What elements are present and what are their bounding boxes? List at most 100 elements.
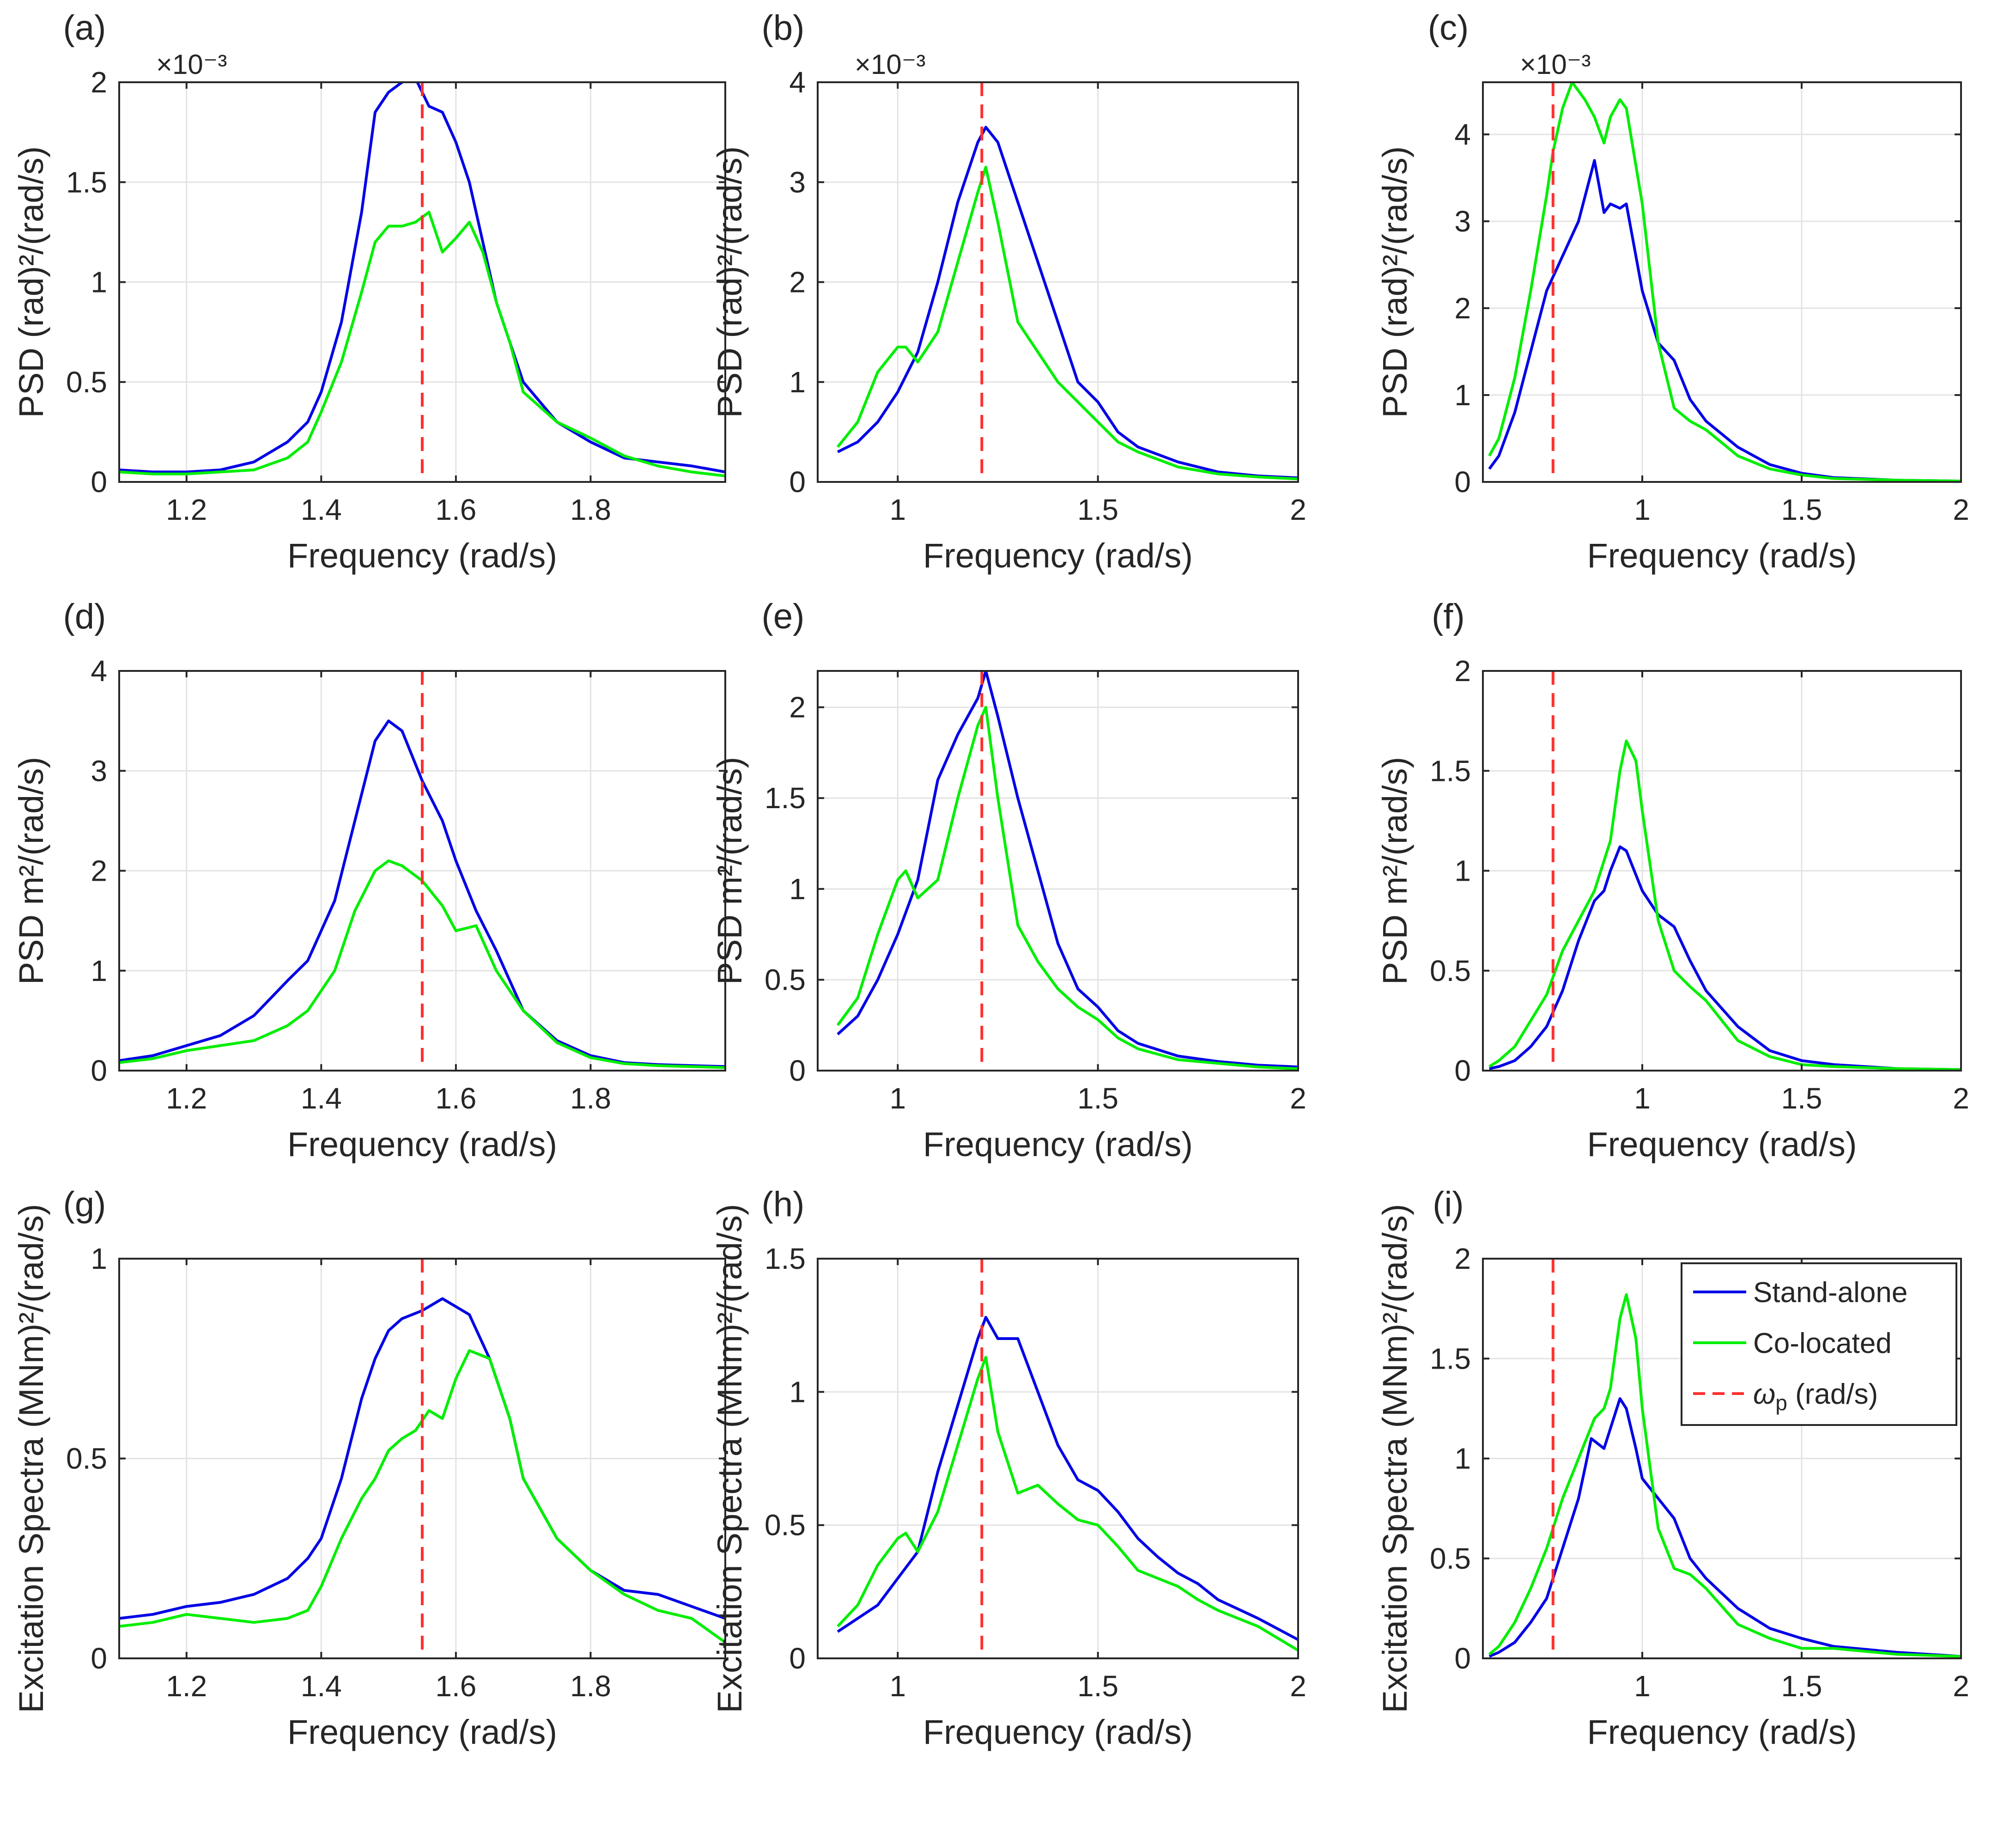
y-axis-label: Excitation Spectra (MNm)²/(rad/s) <box>12 1204 50 1713</box>
x-tick-label: 2 <box>1953 1669 1969 1703</box>
x-tick-label: 1 <box>890 493 906 526</box>
y-axis-label: PSD (rad)²/(rad/s) <box>12 146 50 418</box>
y-tick-label: 2 <box>1454 292 1471 325</box>
panel-label: (e) <box>762 597 805 636</box>
legend: Stand-alone Co-located ωp (rad/s) <box>1681 1262 1957 1426</box>
panel-label: (g) <box>63 1185 106 1224</box>
y-axis-label: PSD m²/(rad/s) <box>710 757 749 985</box>
series-line-stand-alone <box>837 1316 1298 1641</box>
series-line-stand-alone <box>119 719 725 1068</box>
series-line-co-located <box>837 1356 1298 1652</box>
y-tick-label: 4 <box>1454 118 1471 151</box>
plot-area <box>818 1259 1298 1658</box>
y-tick-label: 4 <box>789 66 806 99</box>
x-tick-label: 1 <box>1634 1669 1651 1703</box>
x-axis-label: Frequency (rad/s) <box>287 1125 557 1163</box>
legend-label: Stand-alone <box>1753 1277 1907 1309</box>
y-tick-label: 0 <box>1454 1054 1471 1087</box>
panel-label: (d) <box>63 597 106 636</box>
x-tick-label: 2 <box>1953 493 1969 526</box>
panel-d: 1.2 1.4 1.6 1.8 0 1 2 3 4 Frequency (rad/s) PSD m²… <box>12 597 726 1163</box>
y-tick-label: 3 <box>91 754 107 787</box>
panel-g: 1.2 1.4 1.6 1.8 0 0.5 1 Frequency (rad/s) Excita… <box>12 1185 726 1751</box>
x-tick-label: 1.4 <box>301 493 342 526</box>
x-tick-label: 1 <box>1634 493 1651 526</box>
y-tick-label: 1 <box>789 872 806 906</box>
series-line-stand-alone <box>837 671 1298 1069</box>
y-tick-label: 2 <box>91 66 107 99</box>
x-tick-label: 1.4 <box>301 1082 342 1115</box>
y-axis-label: PSD (rad)²/(rad/s) <box>1376 146 1414 418</box>
plot-area <box>1483 82 1961 482</box>
x-tick-label: 1 <box>890 1082 906 1115</box>
x-tick-label: 1.5 <box>1077 493 1118 526</box>
x-tick-label: 1.5 <box>1077 1669 1118 1703</box>
panel-e: 1 1.5 2 0 0.5 1 1.5 2 Frequency (rad/s) PSD m²/(r… <box>710 597 1306 1163</box>
x-tick-label: 1.2 <box>166 493 207 526</box>
axes-box <box>817 1258 1299 1659</box>
series-line-stand-alone <box>837 126 1298 480</box>
axes-box <box>1482 81 1962 483</box>
x-axis-label: Frequency (rad/s) <box>1587 1713 1857 1751</box>
panel-label: (b) <box>762 8 805 48</box>
y-tick-label: 3 <box>1454 205 1471 238</box>
y-tick-label: 2 <box>1454 1242 1471 1275</box>
y-tick-label: 0.5 <box>765 1509 806 1542</box>
y-tick-label: 1 <box>91 1242 107 1275</box>
axes-box <box>817 670 1299 1072</box>
panel-h: 1 1.5 2 0 0.5 1 1.5 Frequency (rad/s) Excitation… <box>710 1185 1306 1751</box>
y-axis-label: PSD m²/(rad/s) <box>1376 757 1414 985</box>
x-axis-label: Frequency (rad/s) <box>1587 536 1857 575</box>
y-tick-label: 2 <box>789 266 806 299</box>
x-axis-label: Frequency (rad/s) <box>1587 1125 1857 1163</box>
x-tick-label: 1.5 <box>1781 1669 1822 1703</box>
y-tick-label: 2 <box>789 691 806 724</box>
x-tick-label: 2 <box>1290 493 1306 526</box>
y-tick-label: 2 <box>1454 654 1471 688</box>
x-tick-label: 1.8 <box>570 1669 611 1703</box>
series-line-co-located <box>1488 1293 1961 1658</box>
y-tick-label: 1.5 <box>1430 754 1471 787</box>
y-tick-label: 0.5 <box>1430 1542 1471 1575</box>
y-tick-label: 1.5 <box>66 165 107 199</box>
panel-c: 1 1.5 2 0 1 2 3 4 Frequency (rad/s) PSD (rad)²/(r… <box>1376 8 1969 575</box>
panel-label: (h) <box>762 1185 805 1224</box>
x-axis-label: Frequency (rad/s) <box>923 1713 1193 1751</box>
y-tick-label: 0 <box>789 1642 806 1675</box>
y-tick-label: 0 <box>91 1054 107 1087</box>
series-line-co-located <box>836 165 1298 481</box>
y-tick-label: 0.5 <box>765 963 806 996</box>
y-tick-label: 1 <box>1454 854 1471 888</box>
x-tick-label: 1 <box>890 1669 906 1703</box>
y-tick-label: 2 <box>91 854 107 888</box>
y-tick-label: 1 <box>1454 378 1471 412</box>
series-line-co-located <box>836 706 1298 1071</box>
y-exponent-label: ×10⁻³ <box>156 49 227 80</box>
panel-label: (i) <box>1433 1185 1464 1224</box>
y-tick-label: 0.5 <box>66 365 107 399</box>
legend-label-main: Stand-alone <box>1753 1277 1907 1309</box>
x-tick-label: 1.6 <box>435 1082 476 1115</box>
x-tick-label: 1.6 <box>435 1669 476 1703</box>
y-tick-label: 1 <box>789 1375 806 1408</box>
legend-label: Co-located <box>1753 1328 1892 1359</box>
y-tick-label: 0 <box>91 1642 107 1675</box>
panel-a: 1.2 1.4 1.6 1.8 0 0.5 1 1.5 2 Frequency (rad/s) PS… <box>12 8 726 575</box>
y-axis-label: PSD m²/(rad/s) <box>12 757 50 985</box>
y-axis-label: PSD (rad)²/(rad/s) <box>710 146 749 418</box>
series-line-co-located <box>119 859 725 1069</box>
x-tick-label: 2 <box>1290 1082 1306 1115</box>
y-tick-label: 0 <box>789 1054 806 1087</box>
x-axis-label: Frequency (rad/s) <box>923 536 1193 575</box>
panel-label: (f) <box>1432 597 1465 636</box>
x-tick-label: 1.5 <box>1077 1082 1118 1115</box>
y-axis-label: Excitation Spectra (MNm)²/(rad/s) <box>1376 1204 1414 1713</box>
x-axis-label: Frequency (rad/s) <box>287 1713 557 1751</box>
series-line-stand-alone <box>1489 845 1961 1071</box>
x-tick-label: 2 <box>1953 1082 1969 1115</box>
y-tick-label: 0 <box>789 465 806 499</box>
x-tick-label: 1.8 <box>570 493 611 526</box>
panel-b: 1 1.5 2 0 1 2 3 4 Frequency (rad/s) PSD (rad)²/(r… <box>710 8 1306 575</box>
panel-label: (c) <box>1428 8 1469 48</box>
